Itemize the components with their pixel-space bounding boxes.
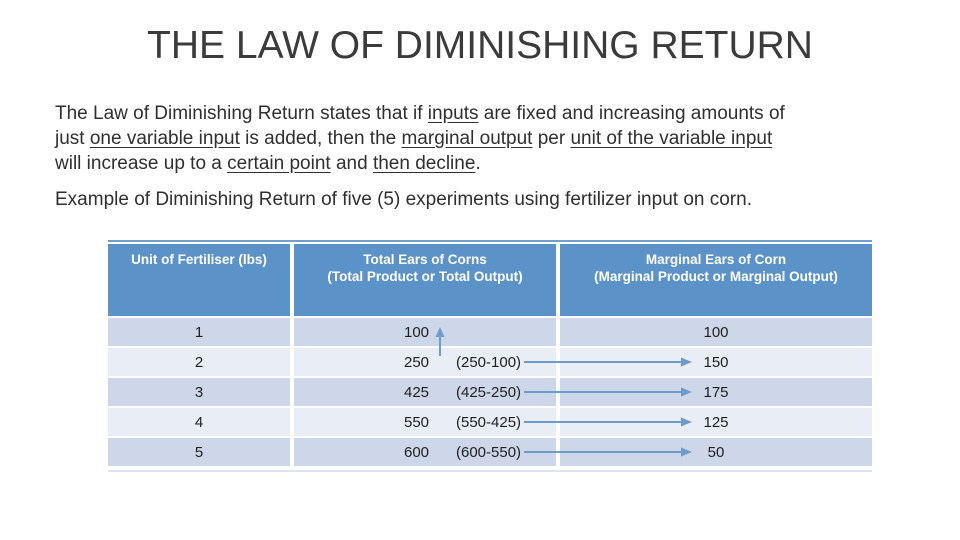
unit-cell: 3 — [108, 378, 290, 406]
col-header-marginal: Marginal Ears of Corn (Marginal Product … — [560, 244, 872, 316]
text-run: The Law of Diminishing Return states tha… — [55, 103, 428, 124]
header-sublabel: (Marginal Product or Marginal Output) — [594, 269, 838, 284]
marginal-value: 175 — [703, 383, 729, 401]
unit-value: 3 — [194, 383, 204, 401]
table-grid: Unit of Fertiliser (lbs) Total Ears of C… — [108, 244, 872, 466]
underlined-term: unit of the variable input — [570, 128, 773, 149]
marginal-cell: 175 — [560, 378, 872, 406]
example-paragraph: Example of Diminishing Return of five (5… — [55, 187, 915, 212]
body-text-block: The Law of Diminishing Return states tha… — [55, 101, 915, 212]
unit-cell: 4 — [108, 408, 290, 436]
total-cell: 425 (425-250) — [294, 378, 556, 406]
calc-expression: (600-550) — [456, 443, 522, 461]
total-value: 250 — [404, 353, 430, 371]
marginal-value: 150 — [703, 353, 729, 371]
marginal-cell: 50 — [560, 438, 872, 466]
unit-value: 5 — [194, 443, 204, 461]
text-run: just — [55, 128, 90, 149]
unit-cell: 1 — [108, 318, 290, 346]
total-cell: 100 — [294, 318, 556, 346]
col-header-unit: Unit of Fertiliser (lbs) — [108, 244, 290, 316]
total-value: 600 — [404, 443, 430, 461]
col-header-total: Total Ears of Corns (Total Product or To… — [294, 244, 556, 316]
paragraph-line-2: just one variable input is added, then t… — [55, 126, 915, 151]
text-run: and — [330, 153, 373, 174]
marginal-cell: 100 — [560, 318, 872, 346]
paragraph-line-3: will increase up to a certain point and … — [55, 151, 915, 176]
unit-value: 4 — [194, 413, 204, 431]
marginal-value: 50 — [707, 443, 725, 461]
header-label: Total Ears of Corns — [363, 252, 487, 267]
underlined-term: certain point — [227, 153, 331, 174]
text-run: Example of Diminishing Return of five (5… — [55, 189, 752, 210]
calc-expression: (425-250) — [456, 383, 522, 401]
underlined-term: then decline — [372, 153, 476, 174]
text-run: will increase up to a — [55, 153, 228, 174]
marginal-cell: 150 — [560, 348, 872, 376]
marginal-cell: 125 — [560, 408, 872, 436]
marginal-value: 125 — [703, 413, 729, 431]
header-label: Marginal Ears of Corn — [645, 252, 787, 267]
total-cell: 600 (600-550) — [294, 438, 556, 466]
calc-expression: (550-425) — [456, 413, 522, 431]
unit-cell: 5 — [108, 438, 290, 466]
underlined-term: one variable input — [89, 128, 240, 149]
unit-value: 2 — [194, 353, 204, 371]
calc-expression: (250-100) — [456, 353, 522, 371]
unit-value: 1 — [194, 323, 204, 341]
table-bottom-border — [108, 470, 872, 472]
total-value: 100 — [404, 323, 430, 341]
underlined-term: inputs — [427, 103, 479, 124]
total-cell: 550 (550-425) — [294, 408, 556, 436]
text-run: per — [532, 128, 571, 149]
text-run: . — [475, 153, 481, 174]
text-run: is added, then the — [239, 128, 402, 149]
table-top-border — [108, 240, 872, 242]
marginal-value: 100 — [703, 323, 729, 341]
fertilizer-experiment-table: Unit of Fertiliser (lbs) Total Ears of C… — [108, 240, 872, 476]
underlined-term: marginal output — [401, 128, 533, 149]
total-cell: 250 (250-100) — [294, 348, 556, 376]
header-sublabel: (Total Product or Total Output) — [327, 269, 523, 284]
unit-cell: 2 — [108, 348, 290, 376]
header-label: Unit of Fertiliser (lbs) — [131, 252, 267, 267]
total-value: 550 — [404, 413, 430, 431]
text-run: are fixed and increasing amounts of — [478, 103, 785, 124]
paragraph-line-1: The Law of Diminishing Return states tha… — [55, 101, 915, 126]
page-title: THE LAW OF DIMINISHING RETURN — [147, 24, 813, 67]
total-value: 425 — [404, 383, 430, 401]
